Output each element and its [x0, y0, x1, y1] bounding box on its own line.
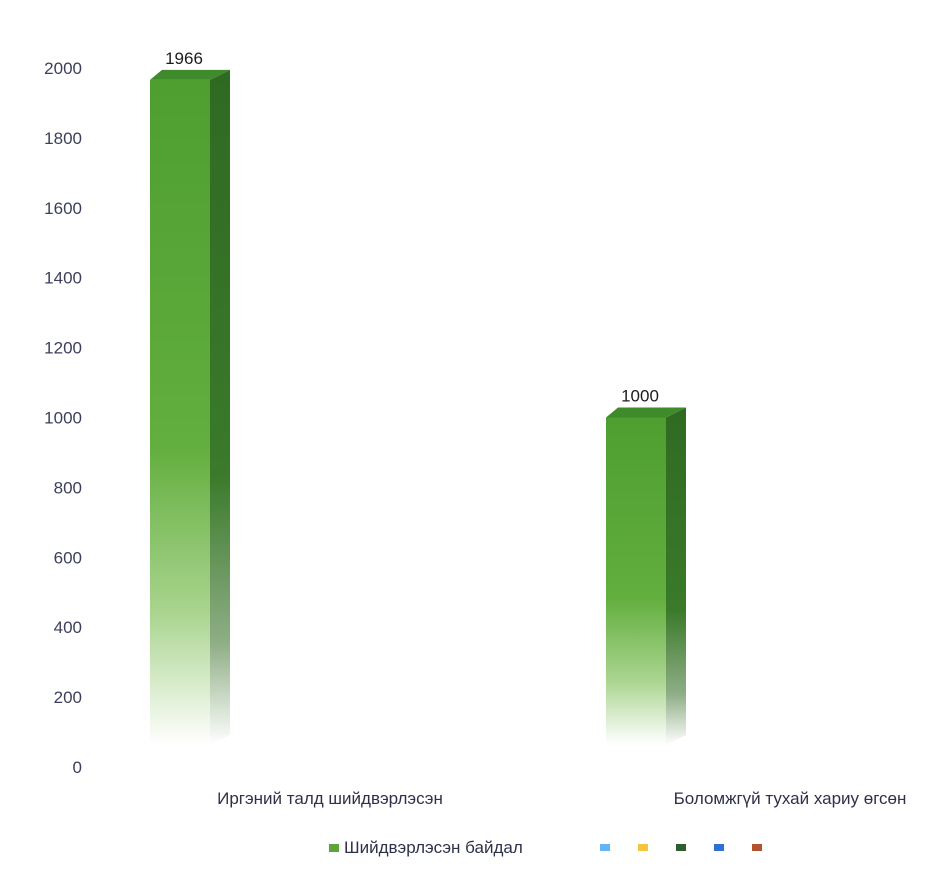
y-tick-label: 1400	[44, 269, 82, 288]
y-tick-label: 1000	[44, 409, 82, 428]
legend-swatch	[714, 844, 724, 851]
bars: 1966 1000	[150, 49, 686, 746]
y-tick-label: 600	[54, 548, 82, 567]
bar	[150, 69, 230, 746]
legend-swatch	[676, 844, 686, 851]
y-axis: 0 200 400 600 800 1000 1200 1400 1600 1800 2000	[44, 59, 82, 777]
legend-swatch	[600, 844, 610, 851]
legend-swatch	[329, 844, 339, 852]
x-axis: Иргэний талд шийдвэрлэсэн Боломжгүй тухай…	[217, 789, 906, 808]
y-tick-label: 200	[54, 688, 82, 707]
bar-side-face	[666, 407, 686, 745]
y-tick-label: 1600	[44, 199, 82, 218]
legend-label: Шийдвэрлэсэн байдал	[344, 838, 523, 857]
legend-swatch	[752, 844, 762, 851]
legend-swatch	[638, 844, 648, 851]
bar-front-face	[150, 79, 210, 746]
data-label: 1966	[165, 49, 203, 68]
x-category-label: Иргэний талд шийдвэрлэсэн	[217, 789, 443, 808]
bar-side-face	[210, 69, 230, 746]
y-tick-label: 800	[54, 478, 82, 497]
bar-top-face	[150, 69, 230, 80]
y-tick-label: 2000	[44, 59, 82, 78]
bar-top-face	[606, 407, 686, 418]
y-tick-label: 1800	[44, 129, 82, 148]
data-label: 1000	[621, 387, 659, 406]
bar-front-face	[606, 417, 666, 745]
y-tick-label: 1200	[44, 339, 82, 358]
legend: Шийдвэрлэсэн байдал	[329, 838, 762, 857]
y-tick-label: 400	[54, 618, 82, 637]
bar	[606, 407, 686, 745]
y-tick-label: 0	[73, 758, 82, 777]
x-category-label: Боломжгүй тухай хариу өгсөн	[674, 789, 907, 808]
